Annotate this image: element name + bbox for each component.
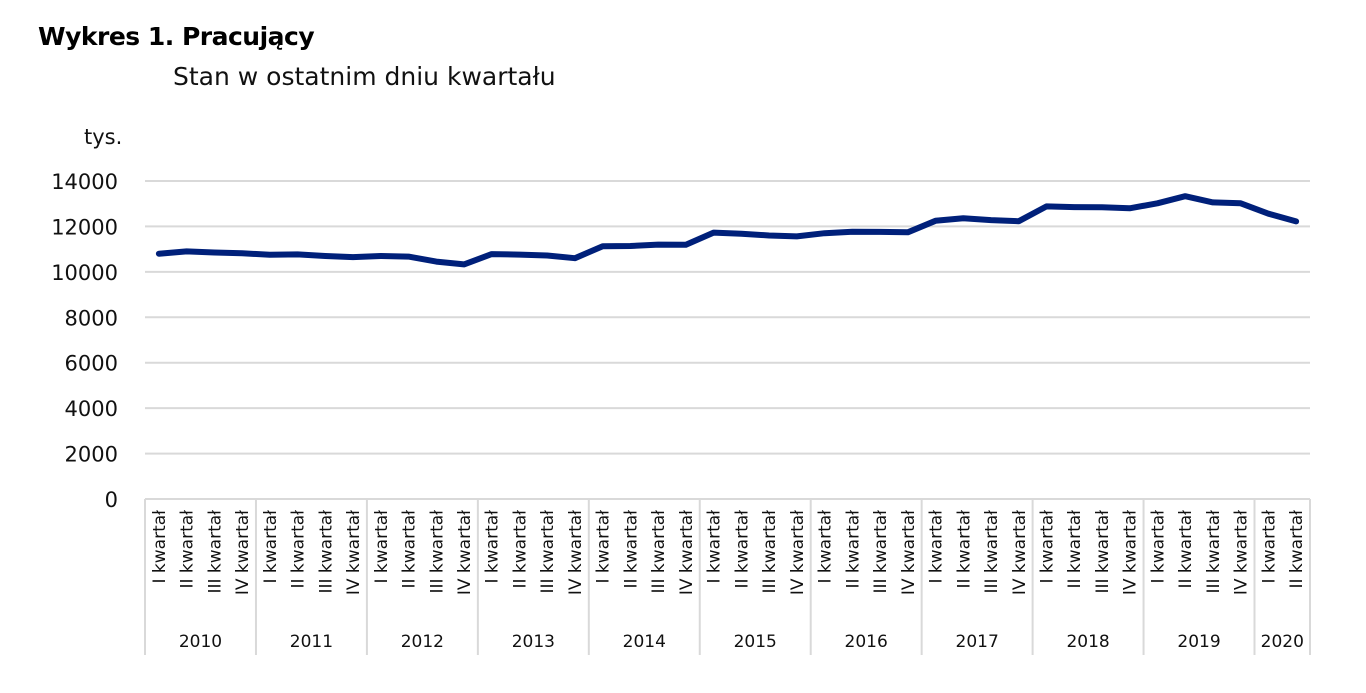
x-tick-label: II kwartał <box>178 510 198 589</box>
x-tick-label: III kwartał <box>205 510 225 594</box>
x-tick-label: IV kwartał <box>1010 510 1030 595</box>
y-tick-label: 6000 <box>65 352 118 376</box>
x-group-label: 2017 <box>956 632 999 652</box>
x-tick-label: I kwartał <box>1037 510 1057 584</box>
y-tick-label: 4000 <box>65 397 118 421</box>
x-tick-label: IV kwartał <box>788 510 808 595</box>
x-group-label: 2016 <box>845 632 888 652</box>
x-tick-label: III kwartał <box>649 510 669 594</box>
x-tick-label: I kwartał <box>594 510 614 584</box>
x-group-label: 2019 <box>1177 632 1220 652</box>
x-tick-label: II kwartał <box>1176 510 1196 589</box>
x-tick-label: II kwartał <box>400 510 420 589</box>
y-tick-label: 2000 <box>65 443 118 467</box>
x-tick-label: I kwartał <box>372 510 392 584</box>
x-tick-label: III kwartał <box>316 510 336 594</box>
x-tick-label: IV kwartał <box>1232 510 1252 595</box>
x-tick-label: III kwartał <box>871 510 891 594</box>
y-tick-label: 0 <box>105 488 118 512</box>
x-tick-label: IV kwartał <box>566 510 586 595</box>
x-tick-label: III kwartał <box>760 510 780 594</box>
y-tick-label: 8000 <box>65 306 118 330</box>
x-tick-label: II kwartał <box>621 510 641 589</box>
x-tick-label: IV kwartał <box>1121 510 1141 595</box>
x-tick-label: IV kwartał <box>899 510 919 595</box>
x-tick-label: II kwartał <box>1065 510 1085 589</box>
x-group-label: 2020 <box>1261 632 1304 652</box>
x-group-label: 2013 <box>512 632 555 652</box>
x-tick-label: III kwartał <box>538 510 558 594</box>
chart-subtitle: Stan w ostatnim dniu kwartału <box>173 62 556 91</box>
x-tick-label: II kwartał <box>289 510 309 589</box>
y-tick-label: 14000 <box>51 170 118 194</box>
y-axis-label: tys. <box>84 125 122 149</box>
x-tick-label: IV kwartał <box>677 510 697 595</box>
x-tick-label: I kwartał <box>261 510 281 584</box>
x-tick-label: III kwartał <box>427 510 447 594</box>
x-tick-label: I kwartał <box>483 510 503 584</box>
x-tick-label: IV kwartał <box>344 510 364 595</box>
x-tick-label: I kwartał <box>1148 510 1168 584</box>
x-tick-label: I kwartał <box>705 510 725 584</box>
x-tick-label: IV kwartał <box>455 510 475 595</box>
x-tick-label: II kwartał <box>843 510 863 589</box>
x-tick-label: I kwartał <box>927 510 947 584</box>
x-group-label: 2012 <box>401 632 444 652</box>
x-tick-label: II kwartał <box>510 510 530 589</box>
x-tick-label: III kwartał <box>1093 510 1113 594</box>
x-tick-label: I kwartał <box>1259 510 1279 584</box>
y-tick-label: 10000 <box>51 261 118 285</box>
x-tick-label: II kwartał <box>732 510 752 589</box>
x-tick-label: III kwartał <box>982 510 1002 594</box>
x-group-label: 2014 <box>623 632 666 652</box>
x-tick-label: I kwartał <box>816 510 836 584</box>
x-tick-label: II kwartał <box>954 510 974 589</box>
x-group-label: 2010 <box>179 632 222 652</box>
x-tick-label: IV kwartał <box>233 510 253 595</box>
x-tick-label: II kwartał <box>1287 510 1307 589</box>
x-group-label: 2015 <box>734 632 777 652</box>
x-group-label: 2011 <box>290 632 333 652</box>
y-tick-label: 12000 <box>51 215 118 239</box>
x-tick-label: I kwartał <box>150 510 170 584</box>
chart-title: Wykres 1. Pracujący <box>38 22 315 51</box>
x-tick-label: III kwartał <box>1204 510 1224 594</box>
x-group-label: 2018 <box>1066 632 1109 652</box>
series-line <box>155 193 1300 268</box>
